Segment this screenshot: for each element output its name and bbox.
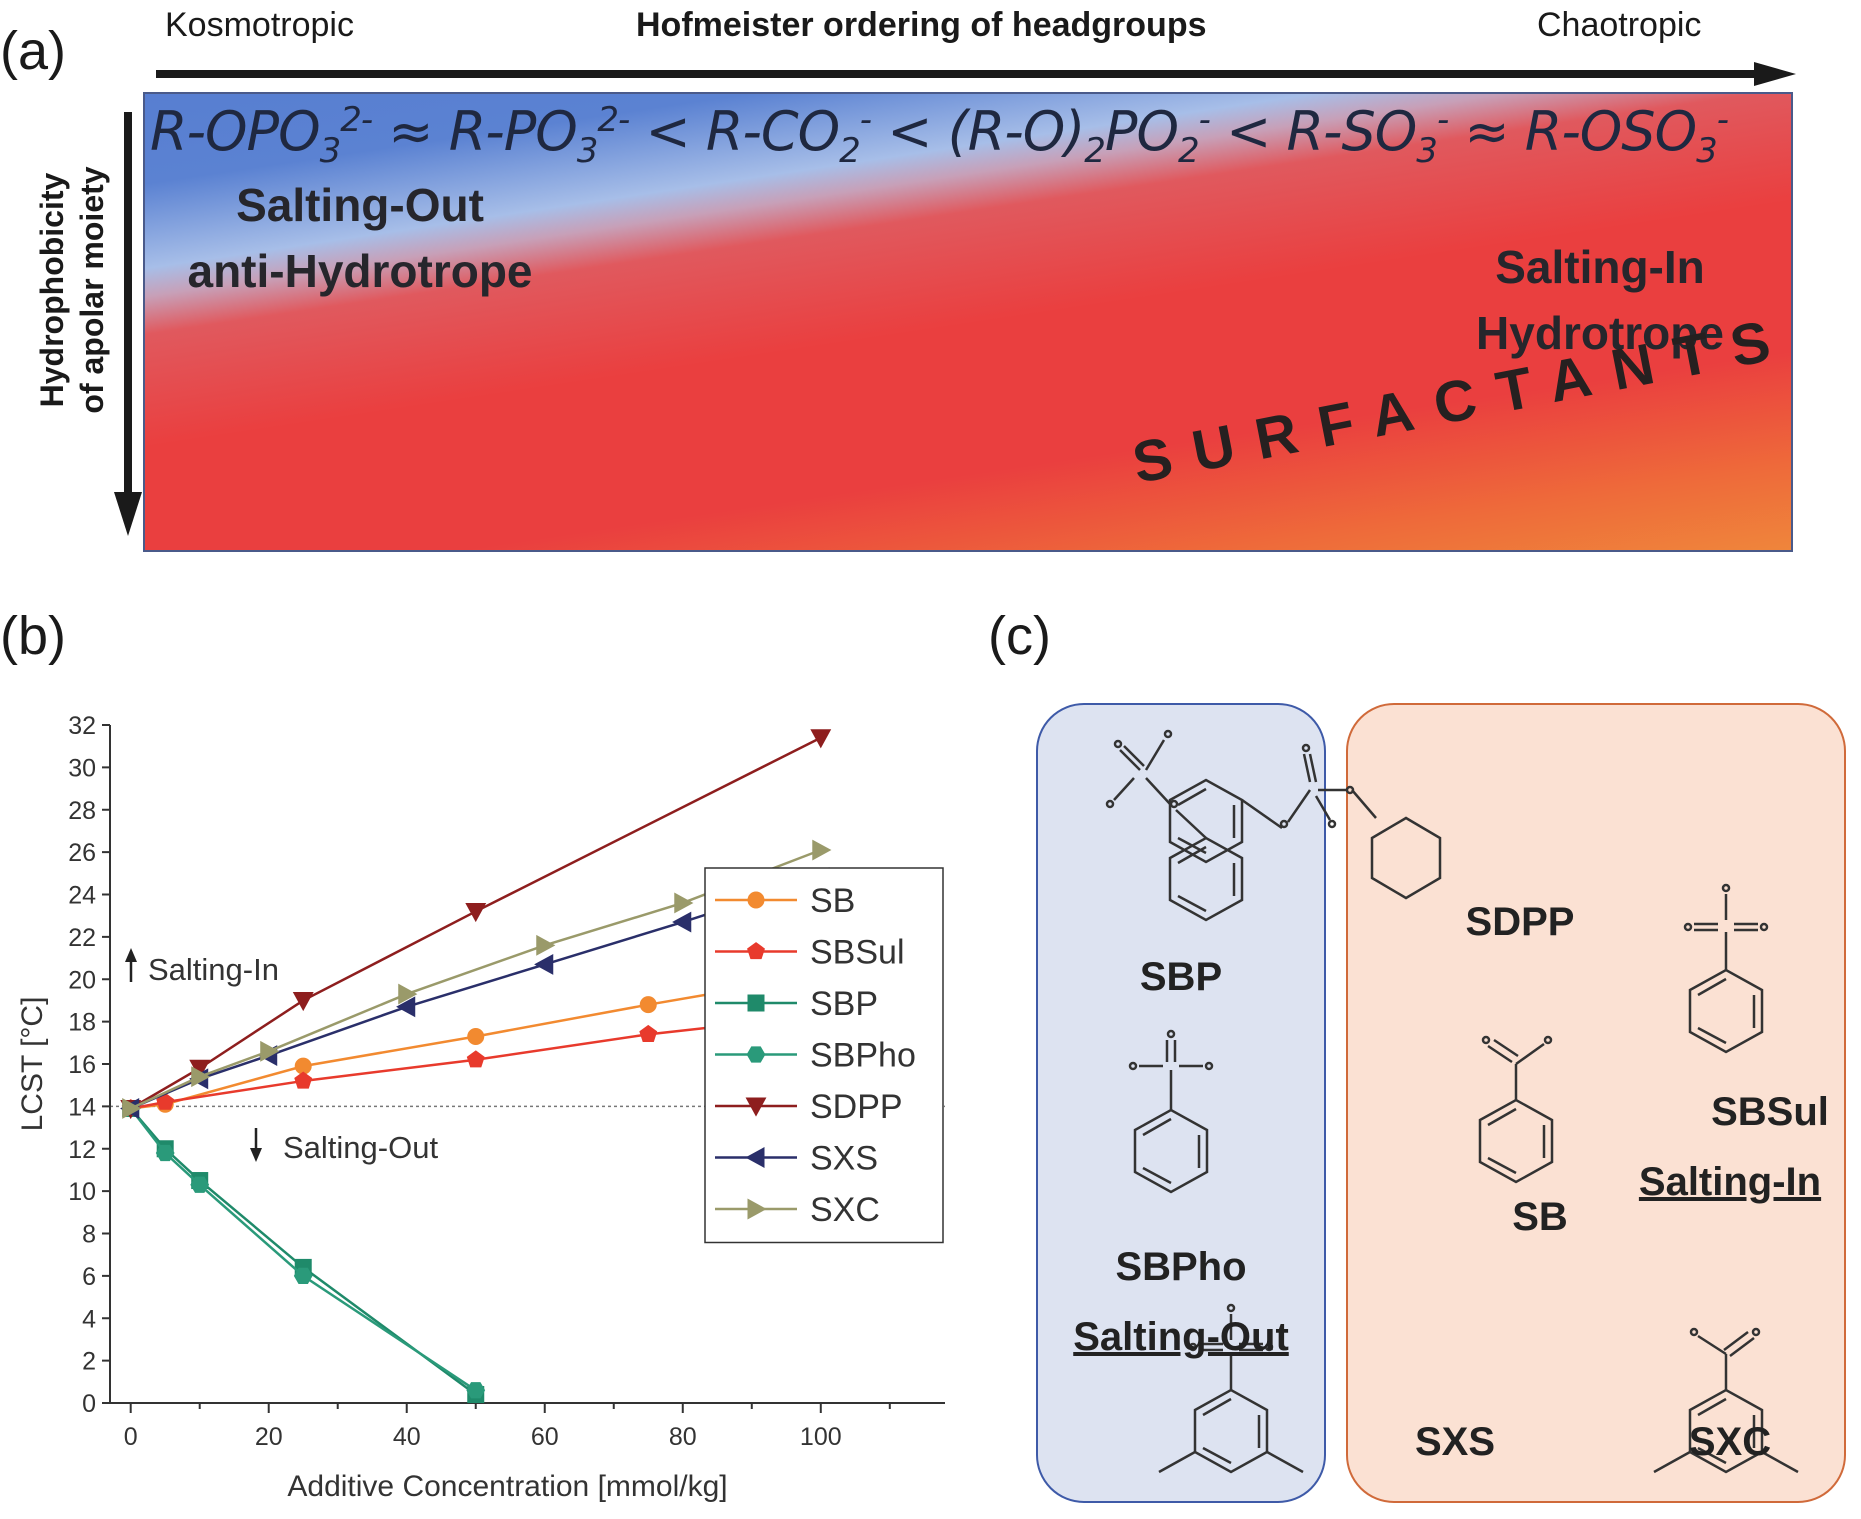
panel-label-c: (c): [988, 606, 1051, 666]
y-axis-label: LCST [°C]: [16, 997, 49, 1132]
sb-structure: [1478, 1035, 1554, 1184]
hofmeister-gradient-box: [143, 92, 1793, 552]
data-point-sxc: [260, 1040, 280, 1062]
data-point-sbpho: [155, 1144, 175, 1162]
data-point-sxc: [398, 983, 418, 1005]
y-tick-label: 32: [68, 712, 96, 740]
legend-marker-sbpho: [746, 1046, 766, 1063]
x-tick-label: 0: [124, 1423, 138, 1451]
y-tick-label: 12: [68, 1136, 96, 1164]
legend-label-sxs: SXS: [810, 1140, 878, 1178]
data-point-sxs: [396, 996, 416, 1018]
legend-marker-sbsul: [747, 942, 765, 960]
sdpp-label: SDPP: [1465, 900, 1575, 944]
data-point-sxc: [191, 1066, 211, 1088]
sbp-structure: [1105, 729, 1244, 922]
panel-label-a: (a): [0, 21, 66, 81]
x-tick-label: 40: [393, 1423, 421, 1451]
sxc-label: SXC: [1688, 1420, 1772, 1464]
salting-in-region-label: Salting-In Hydrotrope: [1476, 241, 1724, 359]
legend-label-sbpho: SBPho: [810, 1037, 916, 1075]
y-tick-label: 22: [68, 924, 96, 952]
y-tick-label: 8: [82, 1221, 96, 1249]
x-tick-label: 60: [531, 1423, 559, 1451]
legend-label-sbp: SBP: [810, 985, 878, 1023]
legend-marker-sxc: [747, 1198, 767, 1220]
sxc-structure: [1653, 1327, 1799, 1474]
salting-out-annotation: Salting-Out: [283, 1130, 438, 1165]
salting-out-region-label: Salting-Out anti-Hydrotrope: [187, 179, 533, 297]
legend-marker-sdpp: [745, 1097, 767, 1117]
panel-label-b: (b): [0, 606, 66, 666]
sbpho-structure: [1128, 1029, 1214, 1194]
hofmeister-formula: R-OPO32- ≈ R-PO32- < R-CO2- < (R-O)2PO2-…: [150, 100, 1729, 171]
y-tick-label: 20: [68, 966, 96, 994]
sbsul-structure: [1683, 883, 1769, 1054]
sxs-label: SXS: [1414, 1420, 1496, 1464]
y-tick-label: 6: [82, 1263, 96, 1291]
data-point-sdpp: [292, 991, 314, 1012]
sb-label: SB: [1512, 1195, 1568, 1239]
data-point-sxc: [536, 934, 556, 956]
data-point-sbsul: [156, 1092, 175, 1110]
legend-marker-sxs: [745, 1147, 765, 1168]
x-tick-label: 20: [255, 1423, 283, 1451]
data-point-sxc: [674, 892, 694, 914]
salting-in-annotation: Salting-In: [148, 952, 279, 987]
salting-in-group-label: Salting-In: [1638, 1160, 1822, 1204]
y-tick-label: 24: [68, 882, 96, 910]
legend-marker-sb: [747, 891, 765, 909]
legend-label-sb: SB: [810, 882, 855, 920]
legend-marker-sbp: [747, 994, 765, 1012]
hydrophobicity-arrow: [114, 112, 142, 536]
data-point-sbsul: [466, 1050, 485, 1068]
y-tick-label: 10: [68, 1178, 96, 1206]
legend-label-sxc: SXC: [810, 1191, 880, 1229]
data-point-sdpp: [810, 729, 832, 749]
salting-in-arrowhead: [125, 948, 137, 962]
y-tick-label: 2: [82, 1348, 96, 1376]
salting-in-group-box: [1346, 703, 1846, 1503]
y-tick-label: 4: [82, 1305, 96, 1333]
y-tick-label: 26: [68, 839, 96, 867]
salting-out-group-box: [1036, 703, 1326, 1503]
data-point-sxc: [812, 839, 832, 861]
y-tick-label: 14: [68, 1093, 96, 1121]
x-tick-label: 80: [669, 1423, 697, 1451]
data-point-sb: [467, 1027, 485, 1045]
sdpp-structure: [1168, 743, 1442, 900]
y-tick-label: 18: [68, 1009, 96, 1037]
data-point-sdpp: [465, 902, 487, 923]
sxs-structure: [1158, 1303, 1304, 1474]
hydrophobicity-axis-label: Hydrophobicity of apolar moiety: [34, 166, 110, 414]
kosmotropic-label: Kosmotropic: [165, 6, 354, 44]
data-point-sxs: [672, 911, 692, 933]
sbsul-label: SBSul: [1711, 1090, 1829, 1134]
salting-out-arrowhead: [250, 1148, 262, 1162]
data-point-sxs: [534, 953, 554, 975]
x-tick-label: 100: [800, 1423, 842, 1451]
salting-out-group-label: Salting-Out: [1073, 1315, 1289, 1359]
chaotropic-label: Chaotropic: [1537, 6, 1702, 44]
data-point-sbpho: [190, 1176, 210, 1193]
hofmeister-title: Hofmeister ordering of headgroups: [636, 6, 1207, 44]
hofmeister-arrow: [156, 62, 1796, 86]
y-tick-label: 30: [68, 754, 96, 782]
legend-label-sbsul: SBSul: [810, 934, 905, 972]
molecule-structures: [1105, 729, 1799, 1474]
y-tick-label: 0: [82, 1390, 96, 1418]
data-point-sbsul: [294, 1071, 313, 1089]
y-tick-label: 28: [68, 797, 96, 825]
data-point-sbpho: [466, 1382, 486, 1399]
data-point-sbpho: [293, 1267, 313, 1284]
y-tick-label: 16: [68, 1051, 96, 1079]
sbp-label: SBP: [1139, 955, 1223, 999]
data-point-sxc: [122, 1098, 142, 1119]
data-point-sbsul: [639, 1024, 658, 1042]
legend-label-sdpp: SDPP: [810, 1088, 903, 1126]
sbpho-label: SBPho: [1115, 1245, 1247, 1289]
data-point-sb: [639, 996, 657, 1014]
x-axis-label: Additive Concentration [mmol/kg]: [287, 1470, 727, 1503]
